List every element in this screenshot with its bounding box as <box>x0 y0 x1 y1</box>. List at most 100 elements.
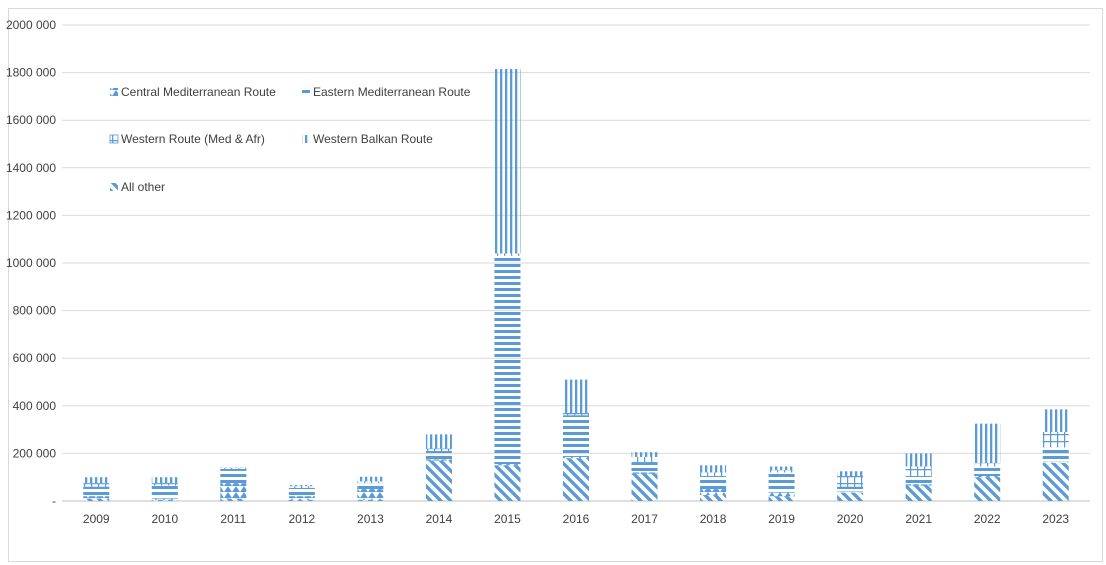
bar-segment <box>631 462 658 473</box>
bar-segment <box>837 476 864 487</box>
y-tick-label: 1400 000 <box>6 161 56 175</box>
bar-segment <box>905 453 932 467</box>
y-tick-label: 200 000 <box>13 446 57 460</box>
y-tick-label: 400 000 <box>13 399 57 413</box>
legend-label: Western Route (Med & Afr) <box>121 132 265 146</box>
bar-segment <box>700 476 727 490</box>
legend-label: All other <box>121 180 165 194</box>
x-tick-label: 2015 <box>494 512 521 526</box>
bar-segment <box>768 470 795 473</box>
legend-swatch <box>110 183 118 191</box>
bar-segment <box>494 255 521 465</box>
y-tick-label: 800 000 <box>13 304 57 318</box>
bar-segment <box>562 379 590 413</box>
bar-segment <box>562 412 590 416</box>
legend-swatch <box>110 88 118 96</box>
bar-segment <box>1042 462 1069 501</box>
x-tick-label: 2016 <box>563 512 590 526</box>
legend-label: Eastern Mediterranean Route <box>313 85 471 99</box>
axis-ticks: - 200 000 400 000 600 000 800 000 1000 000 120… <box>6 18 1069 526</box>
bar-segment <box>700 489 727 496</box>
bar-segment <box>562 415 590 457</box>
bar-segment <box>631 456 658 463</box>
x-tick-label: 2019 <box>768 512 795 526</box>
bar-segment <box>562 456 590 459</box>
bar-segment <box>151 499 178 501</box>
x-tick-label: 2020 <box>837 512 864 526</box>
bar-segment <box>151 485 178 499</box>
bar-segment <box>83 498 110 501</box>
bar-segment <box>220 470 247 484</box>
bar-segment <box>288 486 315 488</box>
bar-segment <box>494 464 521 466</box>
bar-segment <box>425 434 452 449</box>
y-tick-label: 1800 000 <box>6 66 56 80</box>
bar-segment <box>288 485 315 487</box>
bar-segment <box>357 489 384 500</box>
bar-segment <box>837 492 864 501</box>
bar-segment <box>151 477 178 484</box>
legend-label: Central Mediterranean Route <box>121 85 276 99</box>
x-tick-label: 2018 <box>700 512 727 526</box>
bar-segment <box>220 498 247 501</box>
y-tick-label: - <box>52 494 56 508</box>
bar-segment <box>151 483 178 486</box>
x-tick-label: 2013 <box>357 512 384 526</box>
x-tick-label: 2010 <box>151 512 178 526</box>
bar-segment <box>905 476 932 485</box>
legend-swatch <box>302 135 310 143</box>
bar-segment <box>83 486 110 497</box>
bar-segment <box>1042 409 1069 432</box>
x-tick-label: 2023 <box>1042 512 1069 526</box>
bar-segment <box>357 483 384 490</box>
bar-segment <box>974 466 1001 477</box>
bar-segment <box>357 499 384 501</box>
x-tick-label: 2017 <box>631 512 658 526</box>
bar-segment <box>974 476 1001 478</box>
bar-segment <box>700 465 727 473</box>
bar-segment <box>494 465 521 501</box>
x-tick-label: 2009 <box>83 512 110 526</box>
bar-segment <box>288 496 315 500</box>
bar-segment <box>837 471 864 477</box>
bar-segment <box>700 472 727 477</box>
bar-segment <box>837 491 864 493</box>
bar-segment <box>905 466 932 477</box>
bar-segment <box>357 476 384 482</box>
legend: Central Mediterranean Route Eastern Medit… <box>109 85 471 194</box>
bar-segment <box>288 487 315 497</box>
y-tick-label: 1000 000 <box>6 256 56 270</box>
y-tick-label: 2000 000 <box>6 18 56 32</box>
bar-segment <box>1042 447 1069 462</box>
bar-segment <box>768 472 795 493</box>
bar-segment <box>631 472 658 474</box>
bar-segment <box>768 496 795 501</box>
bar-segment <box>425 451 452 460</box>
bar-segment <box>83 477 110 484</box>
bar-segment <box>905 484 932 486</box>
bar-segment <box>151 498 178 500</box>
bar-segment <box>1042 431 1069 448</box>
x-tick-label: 2012 <box>289 512 316 526</box>
bar-segment <box>425 448 452 452</box>
bar-segment <box>768 492 795 497</box>
legend-label: Western Balkan Route <box>313 132 433 146</box>
bar-segment <box>631 452 658 457</box>
legend-swatch <box>302 88 310 96</box>
y-tick-label: 600 000 <box>13 351 57 365</box>
bar-segment <box>974 462 1001 467</box>
bar-segment <box>974 423 1001 463</box>
bar-segment <box>768 466 795 471</box>
bar-segment <box>494 253 521 256</box>
bar-segment <box>700 495 727 501</box>
bar-segment <box>83 483 110 487</box>
bar-segment <box>425 460 452 501</box>
x-tick-label: 2011 <box>220 512 246 526</box>
x-tick-label: 2021 <box>905 512 932 526</box>
bar-segment <box>220 468 247 471</box>
bar-segment <box>288 499 315 501</box>
bar-segment <box>562 458 590 501</box>
bar-segment <box>425 459 452 461</box>
bar-segment <box>494 69 521 254</box>
